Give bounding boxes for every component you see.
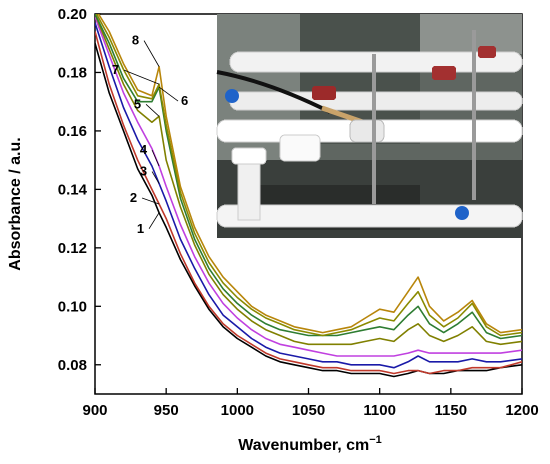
series-line-1 [95, 42, 522, 378]
x-tick-label: 1050 [292, 402, 325, 419]
x-tick-label: 950 [154, 402, 179, 419]
x-tick-label: 900 [82, 402, 107, 419]
x-axis-title-text: Wavenumber, cm [238, 437, 369, 454]
setup-photo-inset [216, 14, 523, 238]
curve-label-leader [141, 197, 160, 205]
x-tick-label: 1150 [435, 402, 468, 419]
series-line-2 [95, 31, 522, 375]
curve-label-leader [151, 149, 160, 167]
curve-label-8: 8 [132, 33, 139, 48]
curve-label-leader [123, 69, 160, 85]
x-axis-ticks: 900 950 1000 1050 1100 1150 1200 [82, 388, 539, 419]
y-tick-label: 0.08 [58, 357, 87, 374]
series-line-7 [95, 14, 522, 337]
y-tick-label: 0.16 [58, 123, 87, 140]
series-lines [95, 14, 522, 378]
y-tick-label: 0.18 [58, 64, 87, 81]
curve-label-leader [158, 86, 179, 102]
curve-label-4: 4 [140, 142, 148, 157]
y-tick-label: 0.10 [58, 298, 87, 315]
y-tick-label: 0.12 [58, 240, 87, 257]
curve-label-6: 6 [181, 93, 188, 108]
y-axis-title: Absorbance / a.u. [7, 137, 24, 270]
series-line-4 [95, 16, 522, 357]
curve-label-1: 1 [137, 221, 144, 236]
curve-label-2: 2 [130, 190, 137, 205]
curve-label-leader [148, 212, 160, 229]
curve-label-3: 3 [140, 164, 147, 179]
curve-label-leader [143, 40, 160, 67]
x-tick-label: 1100 [363, 402, 396, 419]
curve-label-7: 7 [112, 62, 119, 77]
y-tick-label: 0.20 [58, 6, 87, 23]
curve-label-leader [145, 104, 160, 117]
y-axis-ticks: 0.08 0.10 0.12 0.14 0.16 0.18 0.20 [58, 6, 101, 374]
x-tick-label: 1000 [221, 402, 254, 419]
x-axis-title: Wavenumber, cm−1 [238, 434, 382, 454]
x-axis-title-superscript: −1 [369, 434, 382, 446]
series-line-8 [97, 14, 522, 334]
y-tick-label: 0.14 [58, 181, 88, 198]
curve-label-leader [151, 171, 160, 184]
x-tick-label: 1200 [505, 402, 538, 419]
series-line-5 [95, 14, 522, 346]
curve-label-5: 5 [134, 96, 141, 111]
series-line-3 [95, 22, 522, 369]
